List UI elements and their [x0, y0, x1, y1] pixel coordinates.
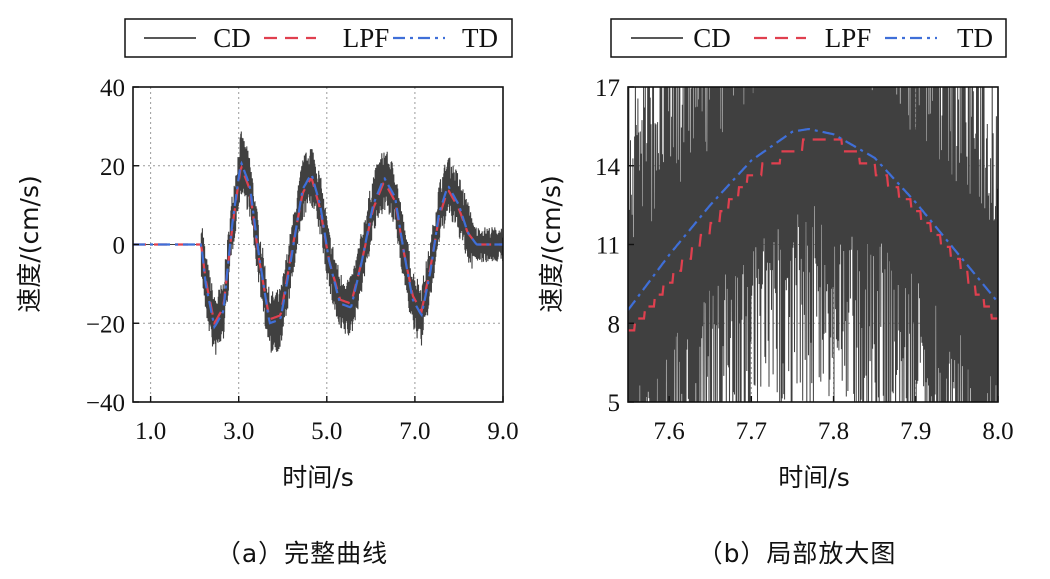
- caption-a: （a）完整曲线: [216, 539, 388, 568]
- series-lpf-line: [628, 138, 998, 332]
- y-tick-label: 8: [608, 311, 621, 338]
- legend-b: CD LPF TD: [610, 18, 1007, 58]
- x-tick-label: 7.0: [399, 418, 430, 445]
- y-tick-label: −40: [86, 390, 125, 417]
- y-tick-label: 17: [595, 75, 620, 102]
- legend-label-lpf: LPF: [825, 23, 872, 53]
- x-tick-label: 7.7: [736, 418, 767, 445]
- x-tick-label: 7.9: [900, 418, 931, 445]
- legend-label-td: TD: [462, 23, 498, 53]
- x-tick-label: 7.6: [653, 418, 684, 445]
- y-tick-label: 40: [100, 75, 125, 102]
- panel-b: CD LPF TD 7.6 7.7 7.8 7.9 8.0 5 8 11 14 17 时间/s 速度/…: [537, 18, 1014, 568]
- tick-marks-b: [628, 86, 999, 403]
- y-tick-label: 11: [596, 233, 620, 260]
- x-tick-label: 8.0: [982, 418, 1013, 445]
- caption-b: （b）局部放大图: [698, 539, 897, 568]
- series-cd-line: [133, 131, 503, 355]
- tick-labels-b: 7.6 7.7 7.8 7.9 8.0 5 8 11 14 17: [595, 75, 1014, 445]
- y-tick-label: 20: [100, 154, 125, 181]
- legend-box: [610, 18, 1007, 58]
- x-tick-label: 3.0: [223, 418, 254, 445]
- x-tick-label: 5.0: [311, 418, 342, 445]
- tick-labels-a: 1.0 3.0 5.0 7.0 9.0 −40 −20 0 20 40: [86, 75, 519, 445]
- legend-a: CD LPF TD: [124, 18, 513, 58]
- series-td-line: [133, 160, 503, 330]
- series-td-line: [628, 128, 998, 311]
- legend-label-lpf: LPF: [343, 23, 390, 53]
- x-axis-label-a: 时间/s: [282, 463, 353, 492]
- y-tick-label: −20: [86, 311, 125, 338]
- y-axis-label-a: 速度/(cm/s): [15, 175, 44, 312]
- x-tick-label: 1.0: [135, 418, 166, 445]
- tick-marks-a: [133, 86, 504, 403]
- y-tick-label: 0: [113, 233, 126, 260]
- x-tick-label: 9.0: [487, 418, 518, 445]
- x-axis-label-b: 时间/s: [778, 463, 849, 492]
- series-cd-line: [628, 87, 998, 402]
- legend-label-cd: CD: [213, 23, 251, 53]
- legend-label-td: TD: [957, 23, 993, 53]
- y-axis-label-b: 速度/(cm/s): [537, 175, 566, 312]
- y-tick-label: 5: [608, 390, 621, 417]
- legend-label-cd: CD: [693, 23, 731, 53]
- y-tick-label: 14: [595, 154, 621, 181]
- x-tick-label: 7.8: [818, 418, 849, 445]
